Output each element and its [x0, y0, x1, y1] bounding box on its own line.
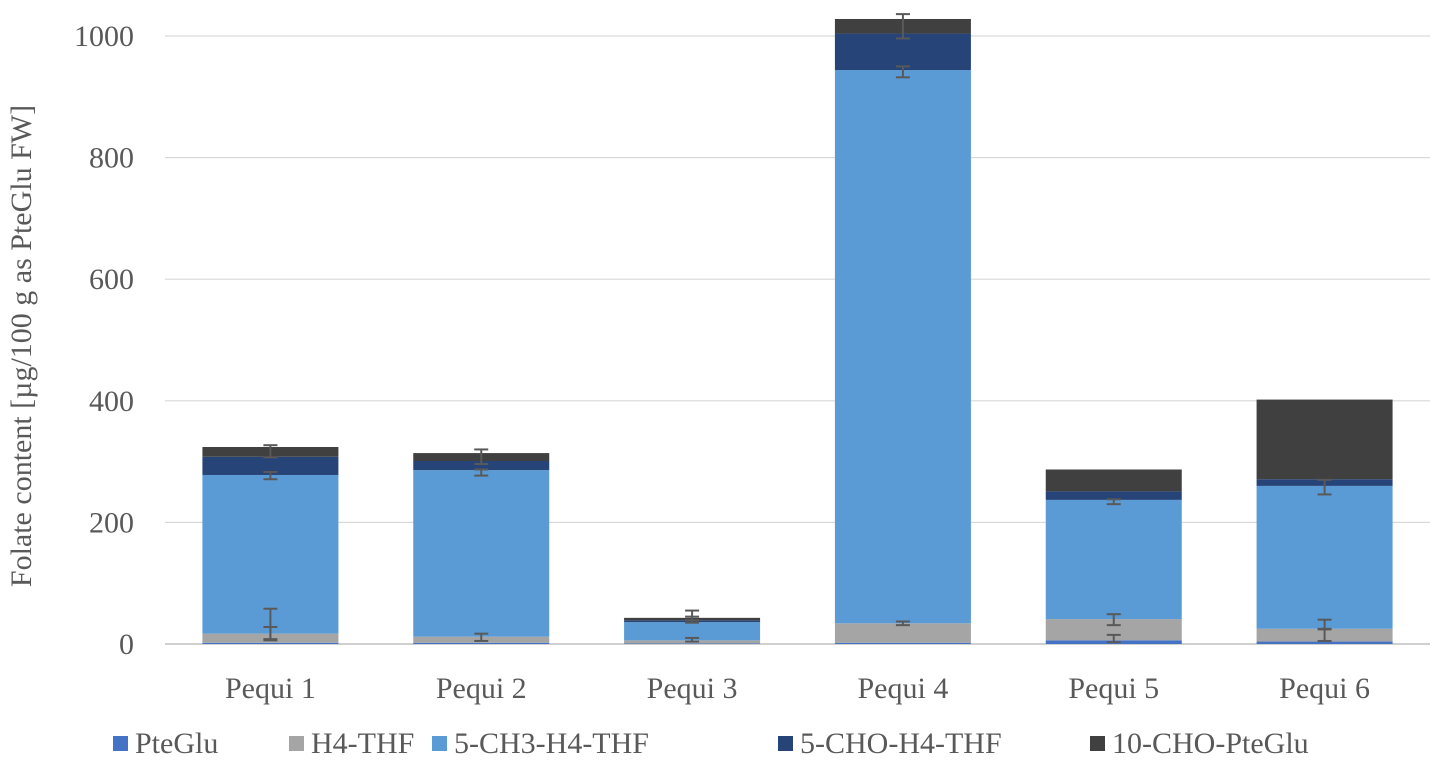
bar-segment-pequi-4-h4-thf — [834, 623, 971, 643]
y-tick-label-800: 800 — [89, 142, 134, 175]
bar-segment-pequi-2-pteglu — [413, 642, 550, 644]
bar-segment-pequi-5-5-ch3-h4-thf — [1045, 499, 1182, 620]
y-tick-label-0: 0 — [119, 628, 134, 661]
bar-segment-pequi-3-5-ch3-h4-thf — [624, 622, 761, 641]
y-tick-label-400: 400 — [89, 385, 134, 418]
error-bar-pequi-1-h4-thf — [263, 607, 278, 642]
bar-segment-pequi-6-pteglu — [1256, 641, 1393, 644]
bar-segment-pequi-1-5-cho-h4-thf — [202, 456, 339, 475]
legend-swatch-5-cho-h4-thf — [778, 736, 793, 751]
error-bar-pequi-5-h4-thf — [1106, 613, 1121, 627]
bar-segment-pequi-5-h4-thf — [1045, 619, 1182, 641]
bar-segment-pequi-4-pteglu — [834, 642, 971, 644]
error-bar-pequi-1-10-cho-pteglu — [263, 444, 278, 459]
bar-segment-pequi-6-10-cho-pteglu — [1256, 399, 1393, 480]
error-bar-pequi-5-pteglu — [1106, 633, 1121, 644]
bar-segment-pequi-3-pteglu — [624, 643, 761, 644]
error-bar-pequi-2-10-cho-pteglu — [474, 448, 489, 466]
error-bar-pequi-3-h4-thf — [685, 636, 700, 643]
y-tick-label-600: 600 — [89, 263, 134, 296]
bar-segment-pequi-4-5-ch3-h4-thf — [834, 70, 971, 624]
x-tick-label-pequi-6: Pequi 6 — [1279, 672, 1370, 705]
error-bar-pequi-4-5-ch3-h4-thf — [895, 65, 910, 79]
error-bar-pequi-2-h4-thf — [474, 632, 489, 642]
bar-segment-pequi-5-10-cho-pteglu — [1045, 469, 1182, 492]
legend-label-pteglu: PteGlu — [135, 727, 218, 760]
legend-swatch-10-cho-pteglu — [1090, 736, 1105, 751]
x-tick-label-pequi-4: Pequi 4 — [857, 672, 948, 705]
legend-swatch-5-ch3-h4-thf — [432, 736, 447, 751]
x-tick-label-pequi-5: Pequi 5 — [1068, 672, 1159, 705]
legend-label-5-cho-h4-thf: 5-CHO-H4-THF — [800, 727, 1002, 760]
bar-segment-pequi-6-5-ch3-h4-thf — [1256, 485, 1393, 629]
legend-label-h4-thf: H4-THF — [311, 727, 414, 760]
y-axis-title: Folate content [µg/100 g as PteGlu FW] — [5, 105, 38, 587]
legend-label-5-ch3-h4-thf: 5-CH3-H4-THF — [454, 727, 649, 760]
bar-segment-pequi-1-pteglu — [202, 642, 339, 644]
error-bar-pequi-5-5-ch3-h4-thf — [1106, 498, 1121, 506]
error-bar-pequi-1-5-ch3-h4-thf — [263, 470, 278, 481]
bar-segment-pequi-2-5-cho-h4-thf — [413, 460, 550, 471]
legend-swatch-pteglu — [113, 736, 128, 751]
error-bar-pequi-3-10-cho-pteglu — [685, 609, 700, 622]
x-tick-label-pequi-1: Pequi 1 — [225, 672, 316, 705]
y-tick-label-1000: 1000 — [74, 20, 134, 53]
legend-label-10-cho-pteglu: 10-CHO-PteGlu — [1112, 727, 1309, 760]
x-tick-label-pequi-3: Pequi 3 — [647, 672, 738, 705]
error-bar-pequi-4-10-cho-pteglu — [895, 13, 910, 40]
error-bar-pequi-6-5-ch3-h4-thf — [1317, 478, 1332, 496]
bar-segment-pequi-4-5-cho-h4-thf — [834, 33, 971, 71]
error-bar-pequi-2-5-ch3-h4-thf — [474, 468, 489, 477]
error-bar-pequi-4-h4-thf — [895, 620, 910, 627]
bar-segment-pequi-2-5-ch3-h4-thf — [413, 470, 550, 637]
legend-swatch-h4-thf — [289, 736, 304, 751]
x-tick-label-pequi-2: Pequi 2 — [436, 672, 527, 705]
error-bar-pequi-6-h4-thf — [1317, 618, 1332, 631]
y-tick-label-200: 200 — [89, 506, 134, 539]
bar-segment-pequi-1-5-ch3-h4-thf — [202, 474, 339, 634]
bar-segment-pequi-5-5-cho-h4-thf — [1045, 491, 1182, 500]
